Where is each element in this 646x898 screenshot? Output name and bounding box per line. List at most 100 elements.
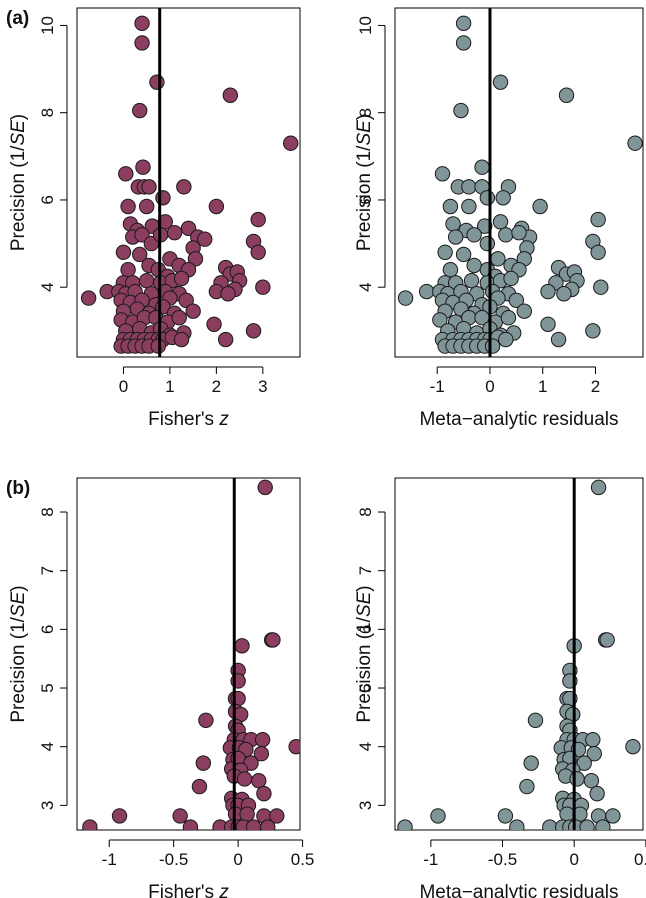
data-point: [134, 35, 150, 51]
data-point: [256, 785, 272, 802]
data-point: [585, 731, 601, 748]
data-point: [239, 806, 255, 822]
data-point: [251, 773, 267, 789]
data-point: [590, 211, 606, 228]
chart-panel-b-residuals: -1 -0.5 0 0.5 3 4 5 6 7 8 Meta−analytic residuals P…: [354, 477, 646, 898]
y-tick-label: 10: [356, 16, 375, 35]
data-point: [479, 190, 496, 206]
row-label-b: (b): [6, 478, 30, 499]
data-point: [418, 283, 435, 300]
chart-panel-a-residuals: -1 0 1 2 4 6 8 10 Meta−analytic residuals Precisi…: [354, 7, 644, 430]
data-point: [453, 102, 469, 119]
data-point: [579, 819, 595, 830]
data-point: [397, 290, 414, 306]
x-tick-label: -1: [423, 850, 438, 869]
data-point: [118, 166, 134, 182]
data-point: [442, 262, 459, 278]
data-point: [593, 279, 609, 295]
data-point: [191, 778, 208, 795]
x-tick-label: 1: [165, 377, 174, 396]
y-tick-label: 3: [38, 801, 57, 810]
x-tick-label: 2: [591, 377, 600, 396]
y-tick-label: 4: [38, 742, 57, 751]
points-group: [397, 479, 641, 830]
data-point: [495, 190, 511, 206]
data-point: [463, 272, 480, 289]
data-point: [516, 303, 532, 319]
data-point: [432, 312, 448, 328]
data-point: [134, 15, 150, 31]
data-point: [490, 251, 506, 267]
data-point: [434, 166, 451, 182]
data-point: [176, 179, 192, 195]
data-point: [111, 808, 128, 824]
data-point: [590, 244, 606, 261]
data-point: [477, 218, 493, 234]
x-tick-label: 0.5: [291, 850, 315, 869]
data-point: [430, 808, 446, 824]
data-point: [166, 224, 183, 241]
data-point: [236, 771, 253, 787]
y-tick-label: 4: [356, 742, 375, 751]
data-point: [250, 211, 266, 228]
x-tick-label: -0.5: [159, 850, 188, 869]
data-point: [569, 771, 585, 787]
data-point: [461, 179, 477, 195]
data-point: [509, 819, 525, 830]
data-point: [255, 279, 271, 295]
data-point: [466, 227, 482, 243]
data-point: [178, 292, 194, 308]
y-axis-title: Precision (1/SE): [354, 585, 375, 722]
x-tick-label: 0: [233, 850, 242, 869]
data-point: [503, 270, 519, 287]
data-point: [197, 231, 213, 247]
data-point: [605, 808, 621, 824]
data-point: [149, 74, 165, 90]
plot-frame: [76, 477, 301, 831]
x-tick-label: 0: [119, 377, 128, 396]
data-point: [466, 257, 482, 274]
data-point: [234, 638, 250, 654]
y-tick-label: 10: [38, 16, 57, 35]
x-tick-label: 0.5: [634, 850, 646, 869]
data-point: [120, 262, 136, 278]
data-point: [260, 819, 276, 830]
data-point: [288, 738, 300, 755]
data-point: [558, 87, 575, 103]
data-point: [245, 819, 262, 830]
y-tick-label: 7: [356, 566, 375, 575]
data-point: [245, 323, 262, 339]
data-point: [132, 102, 148, 119]
data-point: [542, 819, 558, 830]
data-point: [498, 331, 514, 348]
x-axis-title: Meta−analytic residuals: [419, 409, 618, 430]
data-point: [120, 198, 136, 215]
data-point: [182, 819, 199, 830]
data-point: [138, 272, 155, 289]
data-point: [590, 479, 607, 496]
data-point: [135, 159, 151, 175]
y-tick-label: 6: [38, 625, 57, 634]
data-point: [269, 808, 285, 824]
data-point: [559, 806, 575, 822]
x-tick-label: -0.5: [488, 850, 517, 869]
y-tick-label: 5: [38, 683, 57, 692]
data-point: [173, 270, 190, 287]
data-point: [484, 338, 501, 354]
data-point: [583, 773, 600, 789]
y-tick-label: 4: [356, 282, 375, 291]
points-group: [82, 479, 300, 830]
data-point: [540, 283, 556, 300]
data-point: [397, 819, 413, 830]
x-tick-label: 1: [538, 377, 547, 396]
data-point: [492, 214, 509, 230]
data-point: [250, 244, 266, 261]
data-point: [511, 224, 527, 241]
x-tick-label: 3: [258, 377, 267, 396]
data-point: [492, 74, 509, 90]
row-label-a: (a): [6, 8, 29, 29]
plot-frame: [76, 7, 301, 358]
data-point: [208, 198, 225, 215]
y-tick-label: 8: [356, 507, 375, 516]
data-point: [172, 808, 188, 824]
